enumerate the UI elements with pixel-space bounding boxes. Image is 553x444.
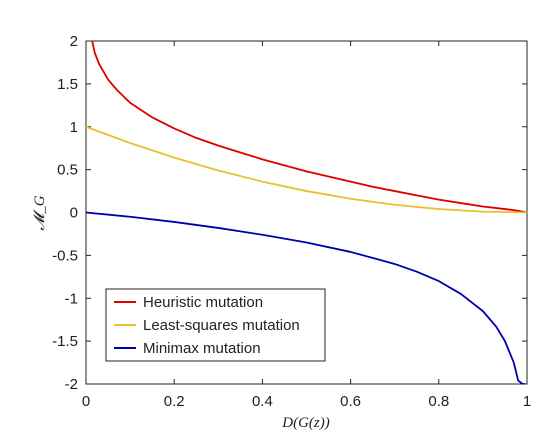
x-tick-label: 0.2 xyxy=(164,393,185,410)
axis-ticks: 0 0.2 0.4 0.6 0.8 1 2 1.5 1 0.5 0 -0.5 -1 -1.5 -2 xyxy=(52,33,531,410)
y-tick-label: -2 xyxy=(65,376,78,393)
y-tick-label: 0 xyxy=(70,205,78,222)
x-axis-label: D(G(z)) xyxy=(281,415,329,431)
legend-label-2: Minimax mutation xyxy=(143,340,261,357)
legend-label-0: Heuristic mutation xyxy=(143,294,263,311)
y-axis-label: 𝓜_G xyxy=(32,195,48,230)
y-tick-label: 0.5 xyxy=(57,162,78,179)
x-tick-label: 0.4 xyxy=(252,393,273,410)
legend: Heuristic mutation Least-squares mutation… xyxy=(105,288,326,362)
series-layer xyxy=(86,41,527,384)
x-tick-label: 0 xyxy=(82,393,90,410)
legend-box xyxy=(105,288,326,362)
y-tick-label: 1 xyxy=(70,119,78,136)
legend-label-1: Least-squares mutation xyxy=(143,317,300,334)
y-tick-label: -0.5 xyxy=(52,247,78,264)
series-line-0 xyxy=(91,41,527,214)
x-tick-label: 0.6 xyxy=(340,393,361,410)
series-line-1 xyxy=(86,125,527,214)
y-tick-label: -1.5 xyxy=(52,333,78,350)
x-tick-label: 0.8 xyxy=(428,393,449,410)
y-tick-label: 2 xyxy=(70,33,78,50)
series-line-2 xyxy=(86,211,526,384)
y-tick-label: -1 xyxy=(65,290,78,307)
y-tick-label: 1.5 xyxy=(57,76,78,93)
x-tick-label: 1 xyxy=(523,393,531,410)
